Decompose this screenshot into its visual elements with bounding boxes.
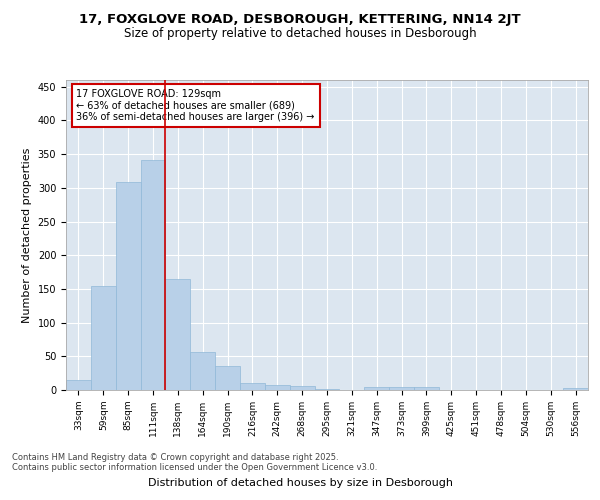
Bar xyxy=(414,388,439,390)
Y-axis label: Number of detached properties: Number of detached properties xyxy=(22,148,32,322)
Bar xyxy=(116,182,140,390)
Bar xyxy=(265,384,290,390)
Bar xyxy=(314,388,340,390)
Text: Contains public sector information licensed under the Open Government Licence v3: Contains public sector information licen… xyxy=(12,464,377,472)
Text: Distribution of detached houses by size in Desborough: Distribution of detached houses by size … xyxy=(148,478,452,488)
Bar xyxy=(166,279,190,390)
Bar xyxy=(215,366,240,390)
Bar xyxy=(563,388,588,390)
Bar xyxy=(364,386,389,390)
Bar xyxy=(140,160,166,390)
Text: 17 FOXGLOVE ROAD: 129sqm
← 63% of detached houses are smaller (689)
36% of semi-: 17 FOXGLOVE ROAD: 129sqm ← 63% of detach… xyxy=(76,90,315,122)
Bar xyxy=(91,286,116,390)
Bar xyxy=(389,388,414,390)
Text: Contains HM Land Registry data © Crown copyright and database right 2025.: Contains HM Land Registry data © Crown c… xyxy=(12,454,338,462)
Bar xyxy=(290,386,314,390)
Bar xyxy=(240,384,265,390)
Bar xyxy=(66,380,91,390)
Text: Size of property relative to detached houses in Desborough: Size of property relative to detached ho… xyxy=(124,28,476,40)
Bar xyxy=(190,352,215,390)
Text: 17, FOXGLOVE ROAD, DESBOROUGH, KETTERING, NN14 2JT: 17, FOXGLOVE ROAD, DESBOROUGH, KETTERING… xyxy=(79,12,521,26)
